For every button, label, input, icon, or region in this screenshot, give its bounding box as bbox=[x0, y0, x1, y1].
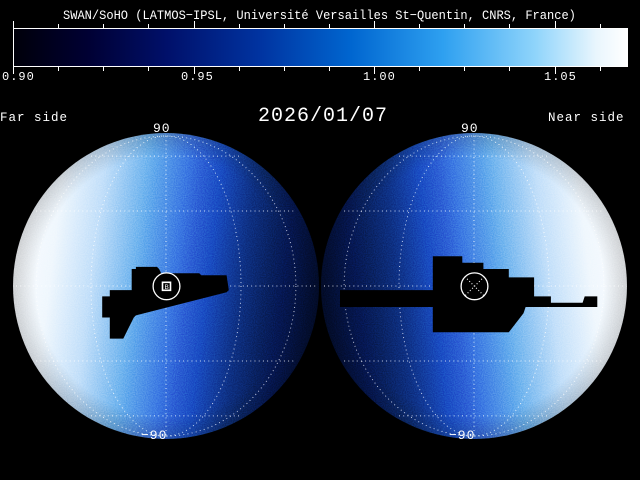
svg-text:B: B bbox=[165, 284, 169, 291]
